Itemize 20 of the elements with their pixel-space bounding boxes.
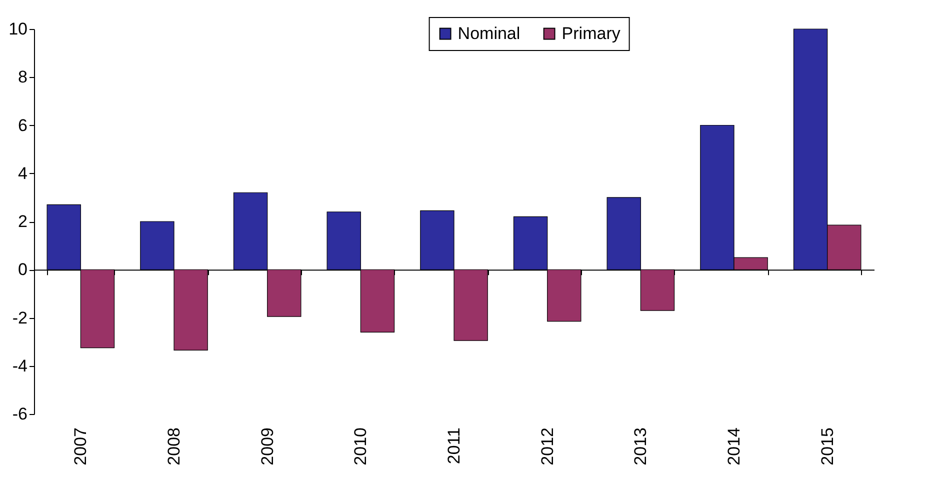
y-tick-label: -2 xyxy=(12,308,28,328)
x-tick-label: 2014 xyxy=(724,428,744,466)
x-tick-label: 2010 xyxy=(351,428,370,466)
x-tick-label: 2013 xyxy=(631,428,650,466)
y-tick-label: 6 xyxy=(18,116,28,135)
legend-label: Primary xyxy=(562,24,621,43)
x-tick-label: 2011 xyxy=(444,428,464,464)
x-tick-label: 2007 xyxy=(71,428,90,466)
x-tick-label: 2015 xyxy=(818,428,837,466)
y-tick-label: 8 xyxy=(18,68,28,87)
x-tick-label: 2009 xyxy=(258,428,277,466)
y-tick-label: -6 xyxy=(12,404,28,424)
y-tick-label: 10 xyxy=(8,20,28,38)
legend-label: Nominal xyxy=(458,24,520,43)
x-tick-label: 2008 xyxy=(164,428,184,466)
y-tick-label: -4 xyxy=(12,356,28,376)
y-tick-label: 4 xyxy=(18,164,28,183)
y-tick-label: 0 xyxy=(18,260,28,280)
y-tick-label: 2 xyxy=(18,212,28,231)
x-tick-label: 2012 xyxy=(538,428,557,466)
